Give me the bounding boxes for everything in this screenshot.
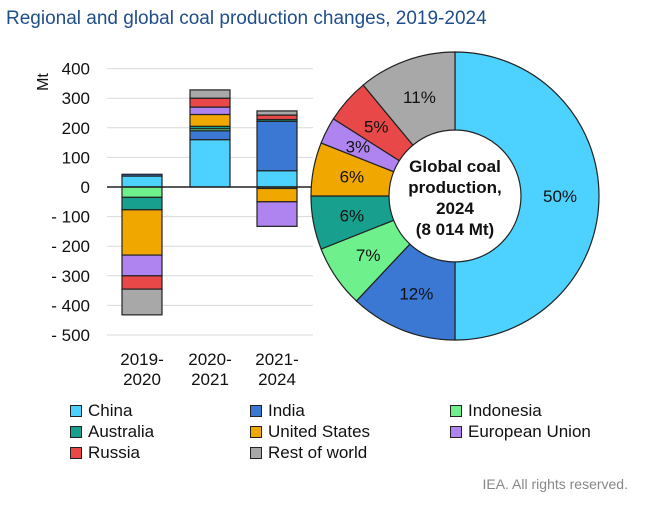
y-tick-label: - 100 [51, 208, 90, 227]
bar-segment-european-union [189, 106, 231, 116]
legend-item: European Union [450, 421, 630, 442]
bar-segment-rest-of-world [256, 110, 298, 116]
y-tick-label: - 200 [51, 237, 90, 256]
y-tick-label: 100 [62, 148, 90, 167]
donut-center-label: (8 014 Mt) [416, 220, 494, 239]
bar-segment-european-union [121, 254, 163, 277]
legend-label: China [88, 400, 133, 420]
slice-label: 50% [543, 187, 577, 206]
legend-swatch [450, 425, 462, 438]
x-tick-label: 2020- [188, 350, 231, 369]
bar-segment-china [189, 139, 231, 188]
chart-title: Regional and global coal production chan… [6, 8, 487, 29]
legend-item: Rest of world [250, 442, 450, 463]
x-tick-label: 2021 [191, 370, 229, 389]
slice-label: 5% [364, 118, 389, 137]
credit-text: IEA. All rights reserved. [482, 476, 628, 492]
legend-item: United States [250, 421, 450, 442]
legend-label: India [268, 400, 305, 420]
donut-center-label: Global coal [409, 157, 501, 176]
y-axis-label: Mt [35, 73, 52, 91]
slice-label: 12% [399, 285, 433, 304]
bar-segment-india [189, 130, 231, 141]
legend: China India Indonesia Australia United State… [70, 400, 630, 463]
y-tick-label: 0 [81, 178, 90, 197]
x-tick-label: 2024 [258, 370, 296, 389]
legend-swatch [70, 404, 82, 417]
bar-segment-united-states [121, 209, 163, 256]
bar-segment-russia [256, 114, 298, 121]
donut-center-label: 2024 [436, 199, 474, 218]
legend-swatch [70, 446, 82, 459]
bar-segment-india [121, 173, 163, 177]
legend-swatch [70, 425, 82, 438]
bar-segment-india [256, 120, 298, 172]
legend-item: India [250, 400, 450, 421]
slice-label: 11% [403, 88, 436, 107]
legend-item: Russia [70, 442, 250, 463]
bar-segment-united-states [256, 187, 298, 203]
bar-segment-china [256, 170, 298, 188]
x-tick-label: 2020 [123, 370, 161, 389]
legend-label: Indonesia [468, 400, 542, 420]
legend-swatch [450, 404, 462, 417]
y-tick-label: - 500 [51, 326, 90, 345]
bar-segment-china [121, 175, 163, 188]
legend-swatch [250, 425, 262, 438]
x-tick-label: 2019- [120, 350, 163, 369]
slice-label: 6% [340, 207, 365, 226]
legend-item: China [70, 400, 250, 421]
legend-label: Russia [88, 442, 140, 462]
slice-label: 3% [346, 138, 371, 157]
y-tick-label: 300 [62, 89, 90, 108]
bar-segment-australia [121, 196, 163, 211]
bar-segment-united-states [189, 113, 231, 127]
bar-segment-indonesia [121, 186, 163, 198]
donut-slice-rest-of-world [362, 51, 456, 146]
x-tick-label: 2021- [255, 350, 298, 369]
legend-item: Australia [70, 421, 250, 442]
y-tick-label: 200 [62, 119, 90, 138]
legend-swatch [250, 404, 262, 417]
bar-segment-russia [189, 97, 231, 108]
legend-item: Indonesia [450, 400, 630, 421]
bar-segment-russia [121, 275, 163, 290]
bar-segment-rest-of-world [189, 89, 231, 99]
y-tick-label: - 300 [51, 267, 90, 286]
legend-label: European Union [468, 421, 591, 441]
bar-segment-european-union [256, 201, 298, 227]
donut-center-label: production, [408, 178, 501, 197]
y-tick-label: - 400 [51, 296, 90, 315]
legend-label: Australia [88, 421, 155, 441]
y-tick-label: 400 [62, 60, 90, 79]
legend-label: Rest of world [268, 442, 368, 462]
slice-label: 7% [356, 246, 381, 265]
legend-label: United States [268, 421, 371, 441]
slice-label: 6% [340, 167, 365, 186]
donut-slice-china [454, 51, 600, 341]
legend-swatch [250, 446, 262, 459]
bar-segment-rest-of-world [121, 288, 163, 316]
